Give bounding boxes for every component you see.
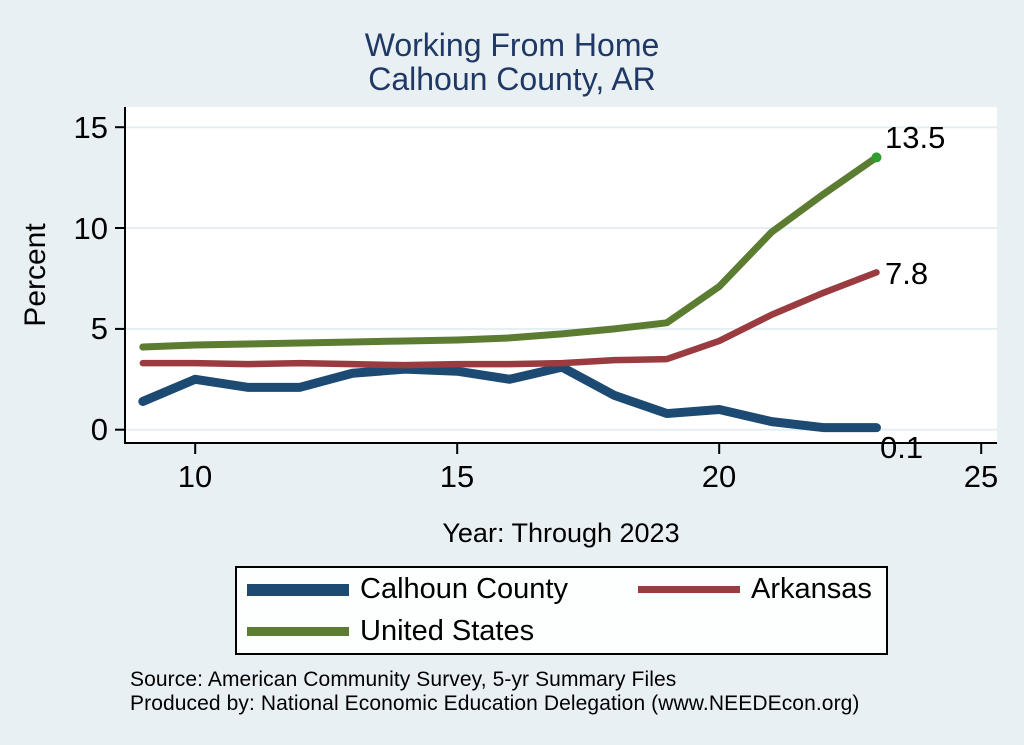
chart-title-line1: Working From Home <box>364 27 660 63</box>
y-tick-label-0: 0 <box>91 412 108 447</box>
source-line: Source: American Community Survey, 5-yr … <box>130 668 677 691</box>
legend-item-arkansas: Arkansas <box>628 569 886 611</box>
series-line-arkansas <box>139 269 880 369</box>
plot-svg: 0 5 10 15 10 15 20 25 Percent 13.5 7.8 0… <box>19 107 998 494</box>
legend-swatch-calhoun-county <box>247 583 349 596</box>
axes <box>124 107 997 444</box>
legend-label-arkansas: Arkansas <box>751 573 872 605</box>
y-tick-label-10: 10 <box>74 211 108 246</box>
produced-by-line: Produced by: National Economic Education… <box>130 692 860 715</box>
y-tick-label-15: 15 <box>74 110 108 145</box>
y-tick-label-5: 5 <box>91 311 108 346</box>
x-tick-marks <box>194 443 983 454</box>
legend-swatch-arkansas <box>638 586 740 593</box>
legend-swatch-united-states <box>247 627 349 636</box>
value-label-united-states: 13.5 <box>885 120 945 155</box>
value-label-arkansas: 7.8 <box>885 256 928 291</box>
y-tick-marks <box>115 126 125 431</box>
legend-item-united-states: United States <box>237 611 628 653</box>
source-note: Source: American Community Survey, 5-yr … <box>130 668 1010 716</box>
chart-title: Working From Home Calhoun County, AR <box>0 28 1024 96</box>
legend: Calhoun County Arkansas United States <box>235 566 888 655</box>
series-end-dot-united-states <box>871 152 882 163</box>
y-axis-title: Percent <box>19 223 52 327</box>
legend-item-calhoun-county: Calhoun County <box>237 569 628 611</box>
legend-label-united-states: United States <box>360 615 535 647</box>
plot-lines <box>138 152 882 433</box>
x-tick-label-25: 25 <box>964 459 998 494</box>
x-tick-label-10: 10 <box>178 459 212 494</box>
value-label-calhoun-county: 0.1 <box>880 430 923 465</box>
x-axis-title: Year: Through 2023 <box>442 518 680 548</box>
chart-title-line2: Calhoun County, AR <box>368 61 656 97</box>
x-tick-label-15: 15 <box>440 459 474 494</box>
series-line-united-states <box>139 153 880 351</box>
x-tick-label-20: 20 <box>702 459 736 494</box>
legend-label-calhoun-county: Calhoun County <box>360 573 568 605</box>
series-line-calhoun-county <box>138 362 881 433</box>
